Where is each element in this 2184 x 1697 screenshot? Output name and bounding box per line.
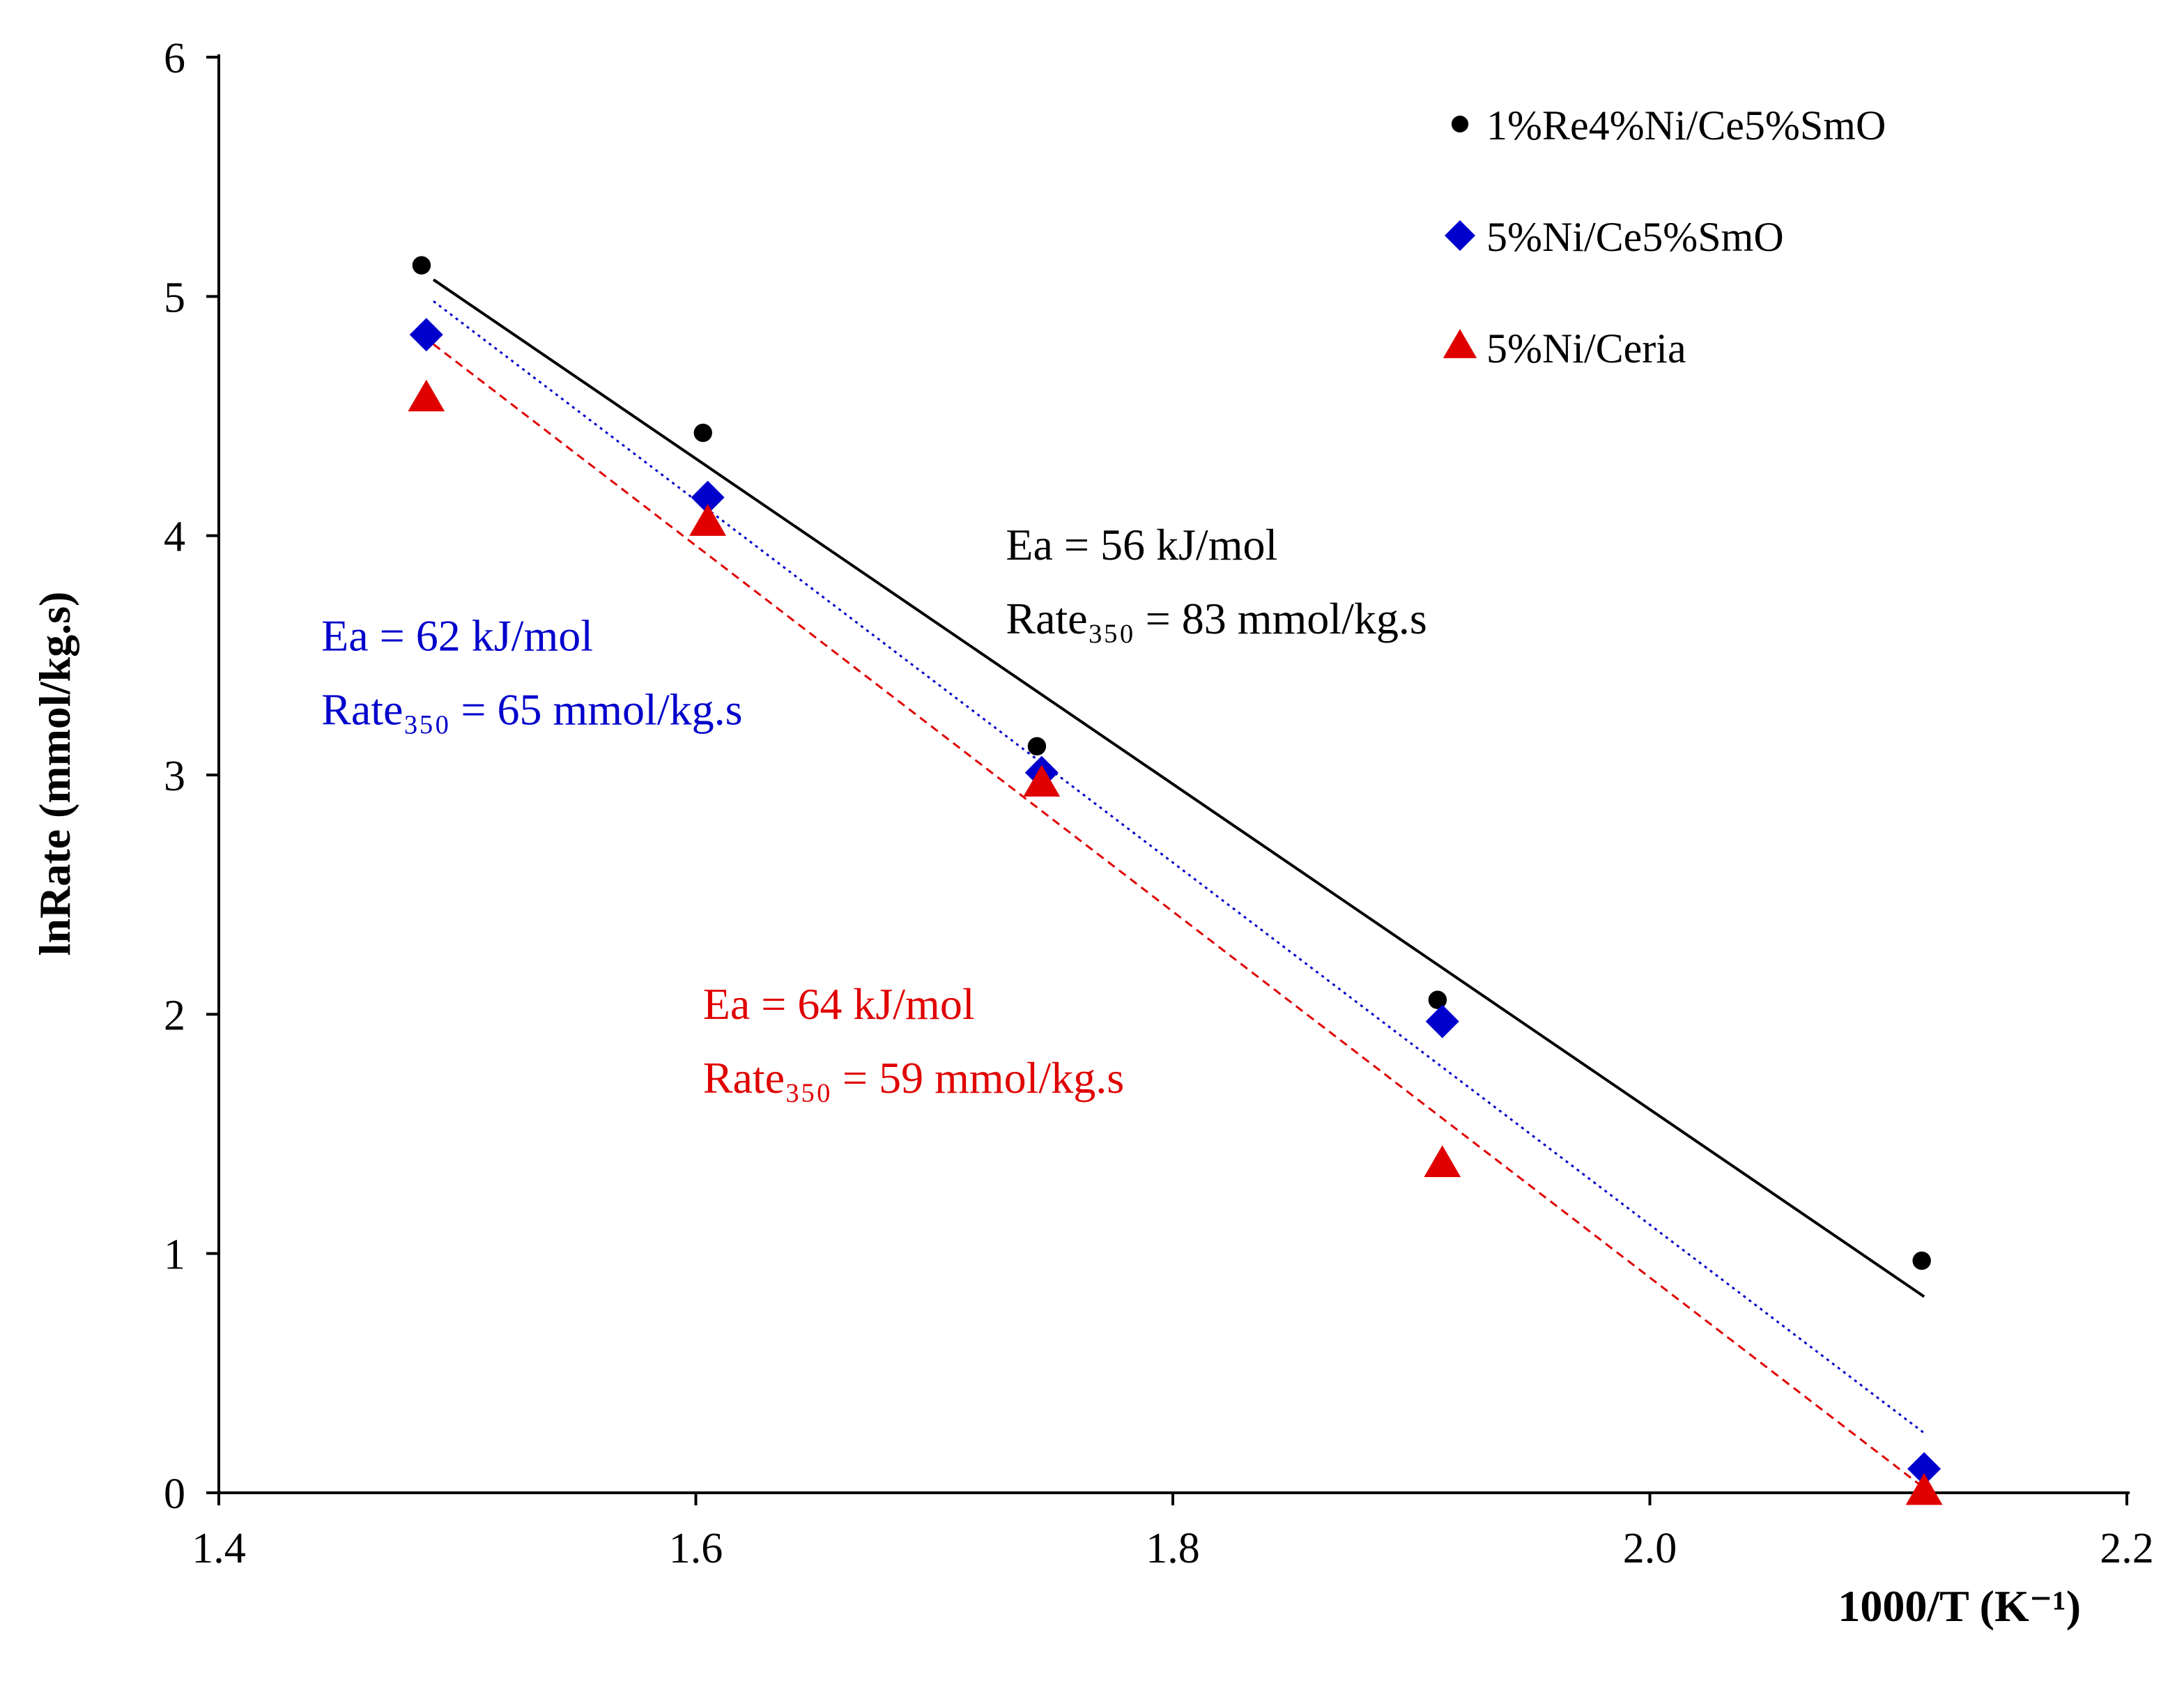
y-tick-label: 4 <box>164 514 185 561</box>
x-tick-label: 2.0 <box>1623 1525 1677 1572</box>
diamond-marker <box>691 480 725 514</box>
circle-marker <box>1428 990 1447 1009</box>
y-tick-label: 3 <box>164 753 185 800</box>
diamond-marker <box>409 318 443 352</box>
legend: 1%Re4%Ni/Ce5%SmO 5%Ni/Ce5%SmO 5%Ni/Ceria <box>1443 102 1886 371</box>
y-tick-label: 0 <box>164 1471 185 1518</box>
legend-label: 5%Ni/Ce5%SmO <box>1486 214 1784 260</box>
x-tick-label: 1.4 <box>192 1525 246 1572</box>
y-tick-label: 6 <box>164 35 185 82</box>
triangle-marker <box>1905 1473 1943 1505</box>
annotation-text: Ea = 56 kJ/mol <box>1006 520 1277 569</box>
fit-line <box>432 278 1925 1298</box>
circle-marker <box>693 423 712 443</box>
triangle-marker <box>1424 1145 1461 1177</box>
fit-lines <box>432 278 1925 1489</box>
y-tick-label: 2 <box>164 992 185 1039</box>
legend-label: 1%Re4%Ni/Ce5%SmO <box>1486 102 1886 148</box>
data-points <box>408 256 1943 1505</box>
triangle-marker <box>689 504 727 536</box>
annotation-text: Rate₃₅₀ = 59 mmol/kg.s <box>703 1053 1124 1103</box>
annotations: Ea = 56 kJ/mol Rate₃₅₀ = 83 mmol/kg.s Ea =… <box>321 520 1427 1103</box>
x-axis-title: 1000/T (K⁻¹) <box>1838 1581 2081 1631</box>
x-tick-label: 1.8 <box>1146 1525 1200 1572</box>
diamond-marker <box>1907 1452 1941 1486</box>
legend-label: 5%Ni/Ceria <box>1486 325 1686 371</box>
annotation-text: Rate₃₅₀ = 83 mmol/kg.s <box>1006 594 1426 643</box>
triangle-marker <box>1023 765 1061 797</box>
y-tick-label: 1 <box>164 1231 185 1279</box>
y-axis-title: lnRate (mmol/kg.s) <box>30 592 79 956</box>
annotation-text: Ea = 62 kJ/mol <box>321 611 593 660</box>
circle-marker <box>1912 1251 1931 1270</box>
x-tick-label: 2.2 <box>2100 1525 2154 1572</box>
triangle-marker <box>408 379 445 412</box>
fit-line <box>433 343 1925 1489</box>
x-tick-label: 1.6 <box>669 1525 723 1572</box>
annotation-text: Ea = 64 kJ/mol <box>703 979 975 1029</box>
diamond-marker <box>1425 1004 1459 1038</box>
triangle-marker <box>1443 329 1477 358</box>
y-tick-label: 5 <box>164 274 185 321</box>
fit-line <box>433 300 1925 1434</box>
circle-marker <box>1451 115 1469 133</box>
annotation-text: Rate₃₅₀ = 65 mmol/kg.s <box>321 684 742 734</box>
ticks: 0 1 2 3 4 5 6 1.4 1.6 1.8 2.0 2.2 <box>164 35 2154 1572</box>
circle-marker <box>1027 737 1047 756</box>
circle-marker <box>412 256 431 275</box>
diamond-marker <box>1445 220 1475 251</box>
